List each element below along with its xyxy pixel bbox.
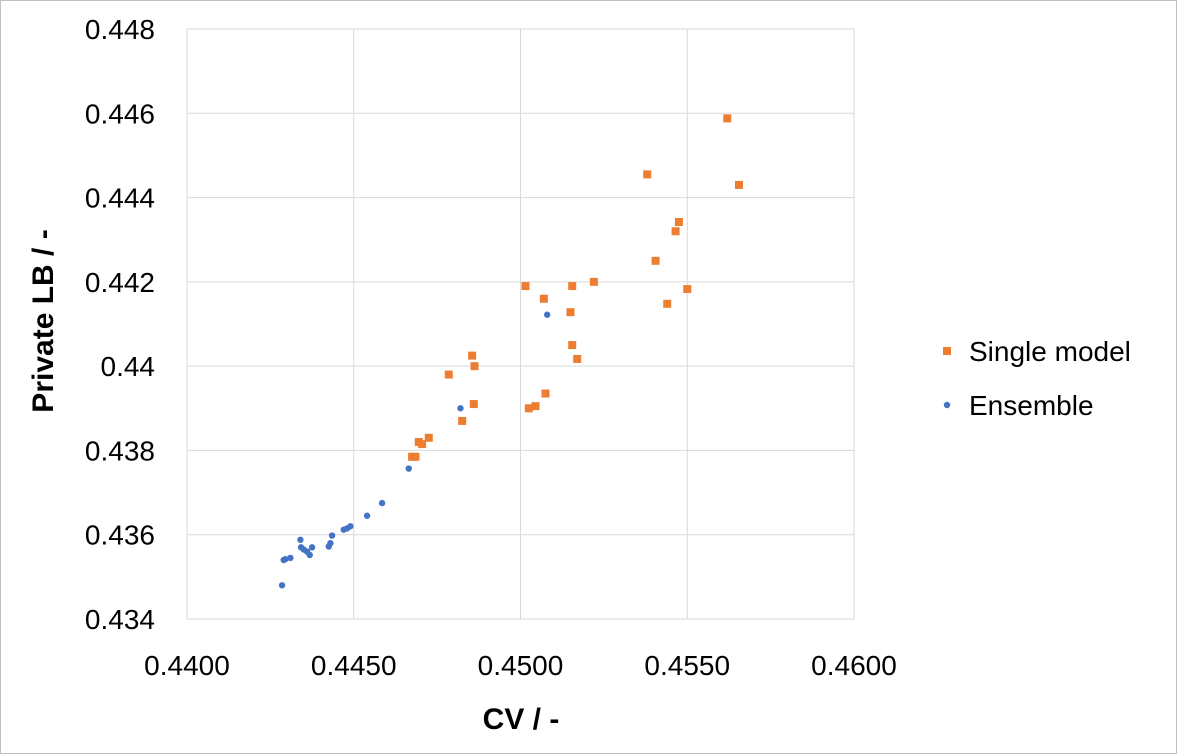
data-points (278, 114, 743, 589)
single-model-point (723, 114, 732, 123)
single-model-point (470, 362, 479, 371)
ensemble-point (308, 544, 316, 551)
single-model-point (524, 404, 533, 413)
legend-label: Ensemble (969, 390, 1094, 421)
single-model-point (671, 227, 680, 236)
ensemble-point (287, 554, 294, 562)
legend: Single model Ensemble (943, 336, 1131, 421)
single-model-point (531, 402, 540, 411)
single-model-point (651, 256, 660, 265)
ensemble-point (306, 551, 313, 559)
ensemble-point (457, 405, 464, 412)
ensemble-point (327, 539, 334, 547)
single-model-point (734, 180, 743, 189)
legend-marker-single-model (943, 347, 951, 355)
single-model-point (521, 282, 530, 291)
x-axis-title: CV / - (483, 703, 560, 736)
x-tick-label: 0.4550 (644, 650, 730, 681)
ensemble-point (543, 311, 551, 318)
single-model-point (568, 341, 577, 350)
ensemble-point (278, 582, 286, 589)
y-tick-label: 0.44 (101, 351, 156, 382)
x-tick-label: 0.4400 (144, 650, 230, 681)
x-tick-label: 0.4500 (478, 650, 564, 681)
ensemble-point (363, 512, 371, 519)
single-model-point (589, 277, 598, 286)
x-tick-label: 0.4450 (311, 650, 397, 681)
y-tick-label: 0.438 (85, 435, 155, 466)
y-tick-label: 0.434 (85, 604, 155, 635)
series-ensemble (278, 311, 551, 589)
single-model-point (674, 218, 683, 227)
ensemble-point (328, 532, 336, 539)
single-model-point (468, 351, 477, 360)
y-tick-label: 0.436 (85, 520, 155, 551)
single-model-point (539, 294, 548, 303)
single-model-point (683, 285, 692, 294)
y-tick-label: 0.446 (85, 98, 155, 129)
single-model-point (566, 308, 575, 317)
ensemble-point (282, 555, 289, 563)
ensemble-point (347, 523, 354, 530)
tick-labels: 0.4400 0.4450 0.4500 0.4550 0.4600 0.434 0.436… (85, 14, 897, 681)
single-model-point (411, 452, 420, 461)
single-model-point (469, 400, 478, 409)
x-tick-label: 0.4600 (811, 650, 897, 681)
y-tick-label: 0.442 (85, 267, 155, 298)
y-tick-label: 0.444 (85, 183, 155, 214)
y-axis-title: Private LB / - (27, 229, 60, 412)
single-model-point (573, 354, 582, 363)
single-model-point (418, 440, 427, 449)
grid-lines (186, 28, 855, 620)
y-tick-label: 0.448 (85, 14, 155, 45)
single-model-point (663, 299, 672, 308)
single-model-point (424, 433, 433, 442)
single-model-point (444, 370, 453, 379)
ensemble-point (405, 465, 412, 472)
single-model-point (643, 170, 652, 179)
ensemble-point (297, 536, 304, 543)
legend-label: Single model (969, 336, 1131, 367)
single-model-point (568, 282, 577, 291)
legend-marker-ensemble (943, 401, 951, 409)
series-single-model (408, 114, 743, 461)
single-model-point (541, 389, 550, 398)
ensemble-point (378, 499, 386, 507)
single-model-point (458, 416, 467, 425)
